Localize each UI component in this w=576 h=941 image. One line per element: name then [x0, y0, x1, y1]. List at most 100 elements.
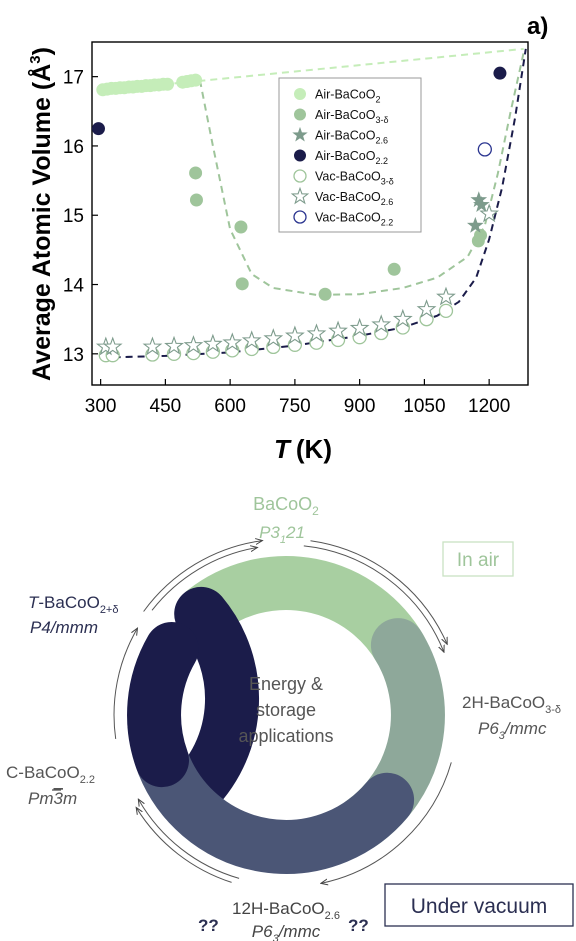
point-s1-1	[189, 193, 203, 207]
guide-line-0	[102, 47, 524, 92]
point-s5-10	[306, 323, 327, 343]
point-s2-0	[466, 216, 484, 233]
point-s3-1	[493, 66, 507, 80]
point-s5-13	[371, 314, 392, 334]
point-s3-0	[91, 122, 105, 136]
point-s5-5	[202, 333, 223, 353]
top-phase-sg: P3121	[259, 523, 305, 546]
point-s1-2	[234, 220, 248, 234]
axis-ticks: 300 450 600 750 900 1050 1200 13 14 15 16 17	[63, 68, 510, 417]
in-air-box	[442, 541, 514, 577]
point-s0-19	[189, 73, 203, 87]
point-s5-12	[349, 317, 370, 337]
phase-labels: Energy & storage applications In air Und…	[6, 494, 574, 941]
legend-marker-5	[290, 186, 310, 205]
point-s1-0	[189, 166, 203, 180]
point-s5-2	[142, 336, 163, 356]
point-s4-16	[438, 303, 454, 319]
point-s2-1	[470, 191, 488, 208]
x-tick-label-0: 300	[85, 396, 117, 417]
legend-marker-1	[294, 108, 306, 121]
legend-label-5: Vac-BaCoO2.6	[315, 190, 393, 207]
x-tick-label-1: 450	[150, 396, 182, 417]
y-tick-label-3: 16	[63, 137, 84, 158]
point-s5-17	[479, 203, 500, 223]
bottom-phase-formula: 12H-BaCoO2.6	[232, 899, 340, 922]
y-tick-label-0: 13	[63, 345, 84, 366]
volume-chart: 300 450 600 750 900 1050 1200 13 14 15 16 17 a) Ave…	[27, 13, 548, 464]
segment-t	[157, 586, 260, 827]
series-5	[95, 203, 500, 356]
point-s5-4	[183, 335, 204, 354]
legend: Air-BaCoO2 Air-BaCoO3-δ Air-BaCoO2.6 Air-Ba…	[278, 77, 422, 233]
series-0	[96, 73, 203, 97]
x-axis-unit: (K)	[296, 434, 332, 464]
series-4	[98, 303, 454, 363]
legend-marker-3	[294, 149, 306, 162]
center-line-1: Energy &	[249, 674, 323, 694]
guide-line-1	[198, 52, 525, 296]
guide-lines	[102, 47, 527, 359]
in-air-label: In air	[457, 550, 500, 571]
segment-c	[127, 622, 199, 788]
segment-12h	[136, 737, 415, 874]
point-s5-16	[436, 286, 456, 306]
legend-marker-0	[294, 88, 306, 100]
under-vacuum-box	[384, 883, 574, 927]
topleft-phase-formula: T-BaCoO2+δ	[28, 593, 118, 616]
point-s1-4	[318, 287, 332, 301]
data-points	[91, 66, 507, 363]
y-axis-title-close: )	[28, 47, 56, 55]
top-phase-formula: BaCoO2	[253, 494, 319, 518]
phase-ring	[127, 556, 445, 874]
topleft-phase-sg: P4/mmm	[30, 618, 98, 637]
series-3	[91, 66, 507, 136]
point-s5-15	[416, 299, 437, 318]
phase-cycle-diagram: Energy & storage applications In air Und…	[6, 494, 574, 941]
arrow-left-up	[113, 629, 137, 739]
y-tick-label-4: 17	[63, 68, 84, 89]
bottom-phase-sg: P63/mmc	[252, 922, 321, 941]
legend-label-3: Air-BaCoO2.2	[315, 149, 388, 166]
point-s2-2	[473, 196, 490, 212]
x-tick-label-3: 750	[279, 396, 311, 417]
point-s1-5	[387, 262, 401, 276]
point-s5-1	[102, 336, 123, 356]
legend-marker-2	[292, 126, 308, 142]
y-axis-title-sup: 3	[27, 55, 44, 63]
point-s5-7	[241, 330, 262, 350]
legend-marker-6	[293, 210, 307, 224]
panel-label: a)	[527, 13, 548, 40]
center-line-3: applications	[238, 726, 333, 746]
arrow-top-right-inner	[310, 540, 447, 644]
point-s6-0	[477, 142, 492, 157]
legend-label-0: Air-BaCoO2	[315, 88, 380, 105]
center-line-2: storage	[256, 700, 316, 720]
legend-label-2: Air-BaCoO2.6	[315, 129, 388, 146]
point-s5-6	[222, 332, 243, 352]
point-s5-14	[392, 308, 413, 328]
point-s1-7	[474, 228, 488, 242]
arrow-right-bottom	[322, 762, 452, 883]
point-s1-3	[235, 277, 249, 291]
y-tick-label-2: 15	[63, 206, 84, 227]
y-tick-label-1: 14	[63, 276, 85, 297]
arrow-up-top-outer	[143, 541, 262, 612]
right-phase-formula: 2H-BaCoO3-δ	[462, 693, 561, 716]
left-phase-sg: Pm3m	[28, 789, 77, 808]
right-phase-sg: P63/mmc	[478, 719, 547, 742]
unknown-marks-left: ??	[198, 916, 219, 935]
legend-label-4: Vac-BaCoO3-δ	[315, 170, 394, 187]
guide-line-2	[113, 48, 527, 359]
point-s0-15	[161, 77, 175, 91]
arrow-up-top-inner	[151, 548, 257, 611]
x-axis-title: T (K)	[274, 434, 332, 464]
point-s5-8	[263, 328, 284, 347]
plot-frame	[91, 41, 529, 386]
transition-arrows	[113, 540, 452, 884]
point-s5-3	[164, 335, 184, 355]
series-2	[466, 191, 490, 233]
series-1	[189, 166, 488, 301]
unknown-marks-right: ??	[348, 916, 369, 935]
x-tick-label-4: 900	[344, 396, 376, 417]
